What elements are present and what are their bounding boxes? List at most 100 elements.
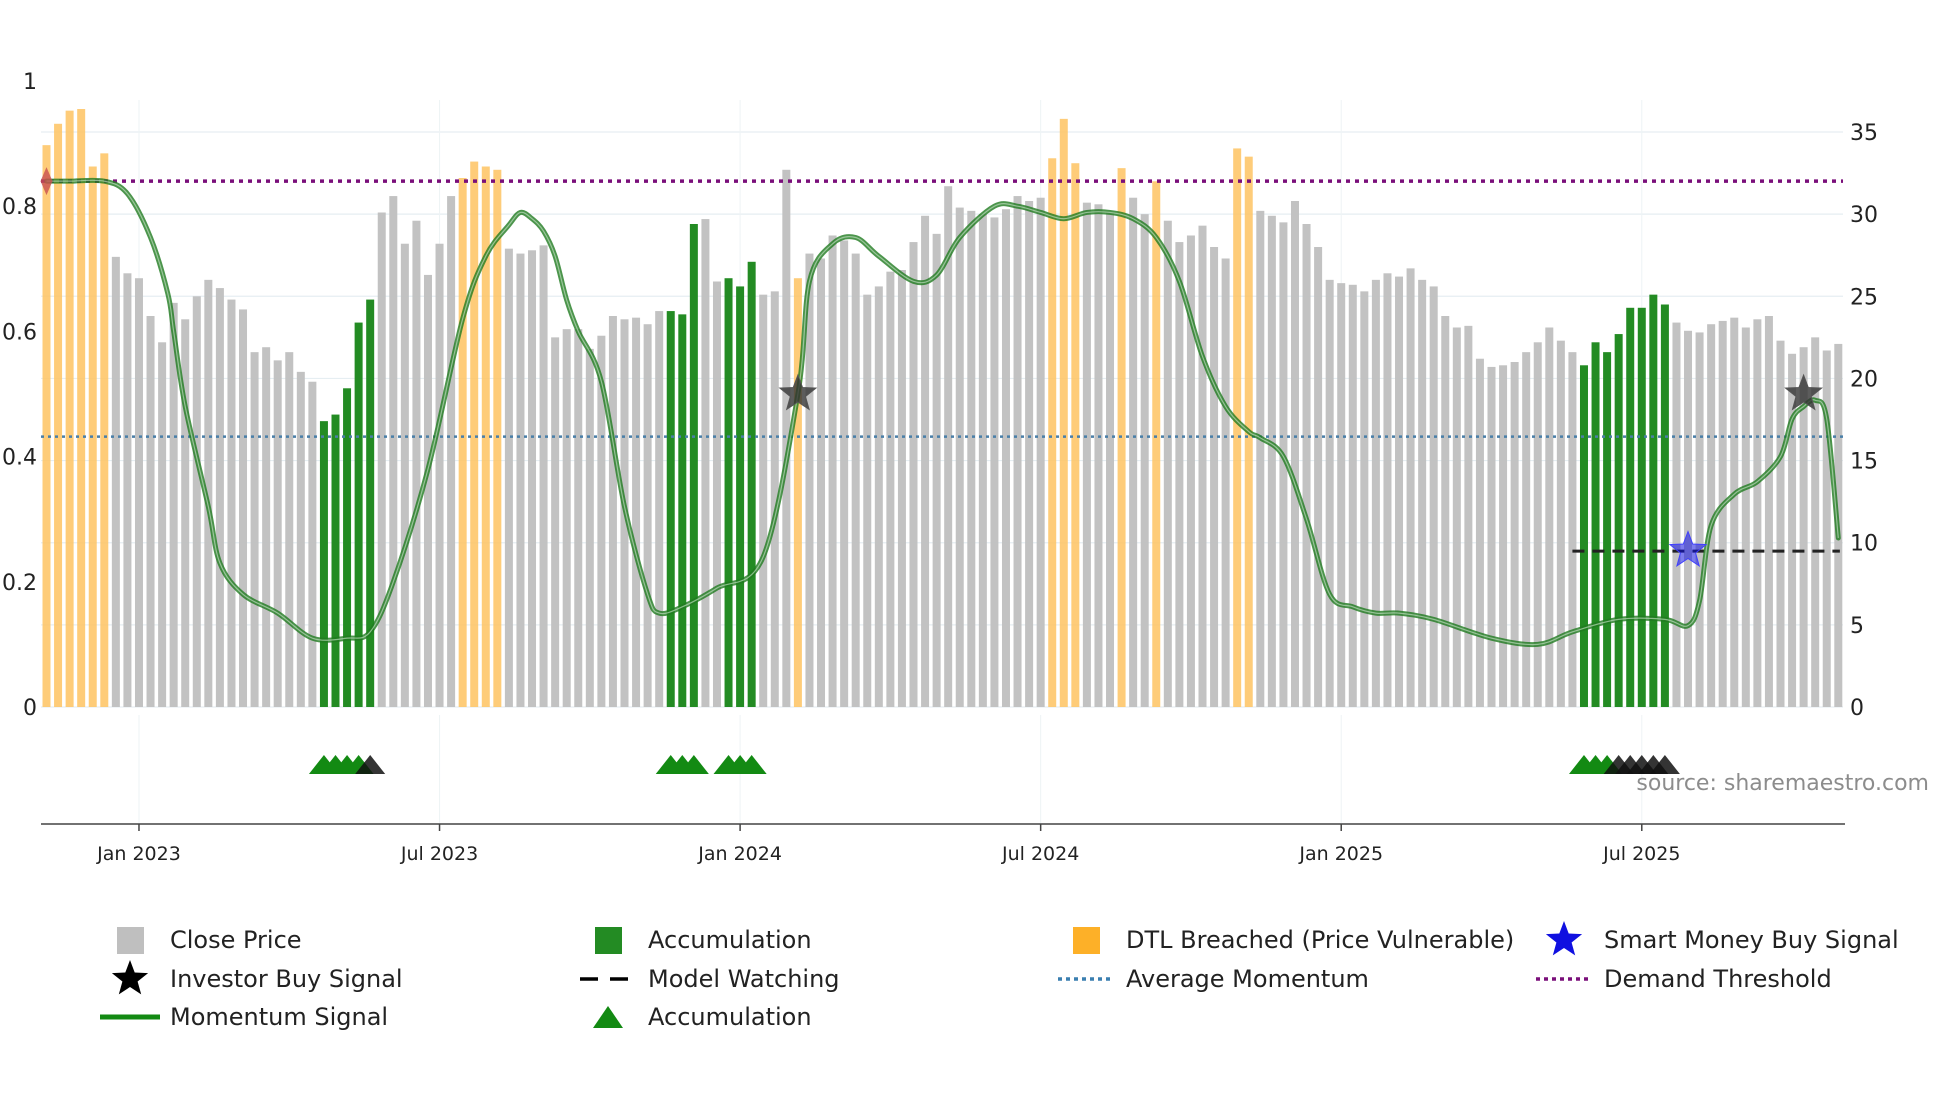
- left-axis-tick-label: 0.8: [2, 195, 37, 220]
- accumulation-bar: [666, 311, 675, 707]
- close-price-bar: [1129, 197, 1138, 707]
- accumulation-bar: [1660, 304, 1669, 707]
- left-axis-tick-label: 0.4: [2, 446, 37, 471]
- lower-panel: Jan 2023 Jul 2023 Jan 2024 Jul 2024 Jan 2025…: [41, 755, 1845, 865]
- investor-buy-signal-star: [1784, 373, 1824, 411]
- bars: [42, 109, 1843, 708]
- close-price-bar: [1788, 353, 1797, 707]
- close-price-bar: [805, 253, 814, 708]
- close-price-bar: [412, 220, 421, 707]
- right-axis-tick-label: 20: [1850, 367, 1878, 392]
- close-price-bar: [227, 299, 236, 707]
- right-axis-tick-label: 5: [1850, 614, 1864, 639]
- close-price-bar: [1429, 286, 1438, 707]
- close-price-bar: [1776, 340, 1785, 707]
- accumulation-bar: [1591, 342, 1600, 707]
- accumulation-bar: [1603, 352, 1612, 707]
- legend-close-price-swatch: [117, 927, 144, 954]
- close-price-bar: [562, 329, 571, 707]
- legend-investor-star-icon: [111, 960, 149, 995]
- close-price-bar: [273, 360, 282, 707]
- close-price-bar: [1001, 209, 1010, 707]
- close-price-bar: [377, 212, 386, 707]
- close-price-bar: [1175, 242, 1184, 708]
- legend-label: Average Momentum: [1126, 965, 1369, 993]
- left-axis-tick-label: 0.6: [2, 320, 37, 345]
- legend-dtl-swatch: [1073, 927, 1100, 954]
- close-price-bar: [215, 288, 224, 707]
- accumulation-bar: [689, 224, 698, 707]
- close-price-bar: [701, 219, 710, 708]
- legend-smart-money-star-icon: [1545, 921, 1583, 956]
- accumulation-bar: [747, 261, 756, 707]
- close-price-bar: [435, 243, 444, 707]
- x-axis-tick-label: Jan 2024: [697, 843, 782, 865]
- accumulation-bar: [319, 421, 328, 707]
- close-price-bar: [285, 352, 294, 707]
- left-axis-tick-label: 1: [23, 70, 37, 95]
- close-price-bar: [1221, 258, 1230, 707]
- dtl-breached-bar: [100, 153, 109, 707]
- accumulation-bar: [1637, 307, 1646, 707]
- close-price-bar: [1256, 210, 1265, 707]
- close-price-bar: [504, 248, 513, 707]
- close-price-bar: [990, 217, 999, 707]
- legend-label: Model Watching: [648, 965, 840, 993]
- legend-label: DTL Breached (Price Vulnerable): [1126, 926, 1514, 954]
- close-price-bar: [181, 319, 190, 707]
- accumulation-bar: [736, 286, 745, 707]
- close-price-bar: [1290, 201, 1299, 707]
- close-price-bar: [1348, 284, 1357, 707]
- close-price-bar: [585, 348, 594, 707]
- dtl-breached-bar: [1233, 148, 1242, 707]
- dtl-breached-bar: [42, 145, 51, 708]
- close-price-bar: [1741, 327, 1750, 707]
- close-price-bar: [1082, 202, 1091, 707]
- dtl-breached-bar: [1071, 163, 1080, 707]
- close-price-bar: [539, 245, 548, 707]
- dtl-breached-bar: [1152, 181, 1161, 708]
- dtl-breached-bar: [54, 123, 63, 708]
- close-price-bar: [967, 210, 976, 707]
- close-price-bar: [1360, 291, 1369, 707]
- close-price-bar: [551, 337, 560, 707]
- accumulation-bar: [1614, 334, 1623, 707]
- investor-buy-signal-star: [778, 373, 818, 411]
- legend-label: Demand Threshold: [1604, 965, 1832, 993]
- accumulation-bar: [724, 278, 733, 707]
- close-price-bar: [1210, 247, 1219, 707]
- dtl-breached-bar: [1048, 158, 1057, 708]
- close-price-bar: [1718, 320, 1727, 707]
- accumulation-bar: [354, 322, 363, 707]
- close-price-bar: [955, 207, 964, 708]
- close-price-bar: [1441, 316, 1450, 707]
- left-axis-tick-label: 0: [23, 696, 37, 721]
- close-price-bar: [1302, 224, 1311, 707]
- close-price-bar: [250, 352, 259, 707]
- close-price-bar: [204, 279, 213, 707]
- dtl-breached-bar: [65, 110, 74, 707]
- accumulation-bar: [331, 414, 340, 707]
- dtl-breached-bar: [458, 178, 467, 707]
- dtl-breached-bar: [793, 278, 802, 707]
- legend-label: Close Price: [170, 926, 302, 954]
- close-price-bar: [1013, 196, 1022, 708]
- close-price-bar: [1487, 366, 1496, 707]
- close-price-bar: [516, 253, 525, 708]
- close-price-bar: [169, 302, 178, 707]
- close-price-bar: [944, 186, 953, 707]
- x-axis-tick-label: Jul 2023: [400, 843, 478, 865]
- close-price-bar: [1418, 279, 1427, 707]
- close-price-bar: [1464, 325, 1473, 707]
- dtl-breached-bar: [493, 169, 502, 708]
- right-axis-tick-label: 10: [1850, 532, 1878, 557]
- x-axis-tick-label: Jan 2025: [1298, 843, 1383, 865]
- accumulation-bar: [366, 299, 375, 707]
- close-price-bar: [1695, 332, 1704, 707]
- close-price-bar: [828, 235, 837, 707]
- legend-label: Accumulation: [648, 1003, 812, 1031]
- close-price-bar: [1383, 273, 1392, 707]
- accumulation-bar: [678, 314, 687, 707]
- source-label: source: sharemaestro.com: [1636, 771, 1929, 796]
